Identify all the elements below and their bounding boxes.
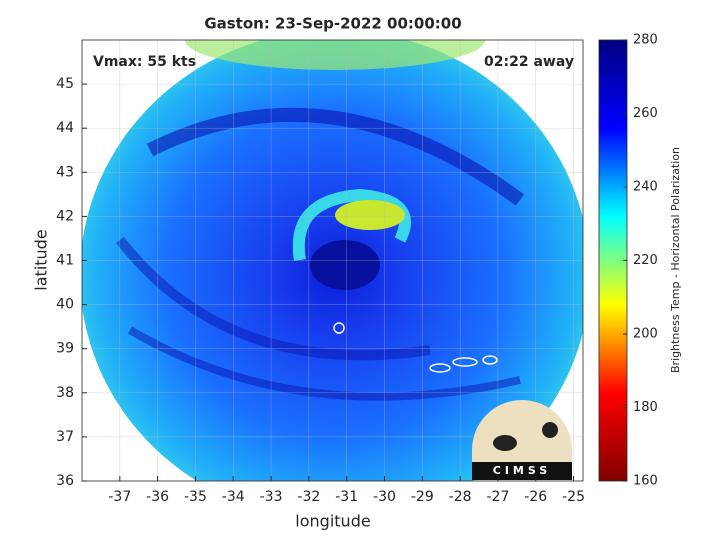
colorbar-tick-label: 240 <box>633 180 658 195</box>
x-tick-label: -29 <box>411 489 434 505</box>
colorbar-tick-label: 220 <box>633 253 658 268</box>
y-axis-label: latitude <box>32 229 51 290</box>
x-tick-label: -33 <box>260 489 283 505</box>
x-tick-label: -37 <box>108 489 131 505</box>
colorbar-tick-label: 260 <box>633 106 658 121</box>
y-tick-label: 42 <box>56 208 74 224</box>
x-tick-label: -35 <box>184 489 207 505</box>
x-tick-label: -27 <box>486 489 509 505</box>
y-tick-label: 43 <box>56 164 74 180</box>
y-tick-label: 38 <box>56 385 74 401</box>
annotation: 02:22 away <box>484 54 574 70</box>
x-tick-label: -31 <box>335 489 358 505</box>
x-axis-label: longitude <box>295 512 370 531</box>
x-tick-label: -26 <box>524 489 547 505</box>
x-tick-label: -32 <box>297 489 320 505</box>
y-tick-label: 39 <box>56 341 74 357</box>
colorbar-tick-label: 280 <box>633 33 658 48</box>
y-tick-label: 37 <box>56 429 74 445</box>
colorbar-tick-label: 200 <box>633 327 658 342</box>
x-tick-label: -25 <box>562 489 585 505</box>
grid <box>82 40 583 482</box>
chart-title: Gaston: 23-Sep-2022 00:00:00 <box>204 15 461 33</box>
colorbar <box>598 39 628 482</box>
colorbar-tick-label: 160 <box>633 474 658 489</box>
x-tick-label: -36 <box>146 489 169 505</box>
x-tick-label: -28 <box>449 489 472 505</box>
annotation: Vmax: 55 kts <box>93 54 196 70</box>
x-tick-label: -30 <box>373 489 396 505</box>
x-tick-label: -34 <box>222 489 245 505</box>
y-tick-label: 44 <box>56 120 74 136</box>
y-tick-label: 40 <box>56 297 74 313</box>
colorbar-label: Brightness Temp - Horizontal Polarizatio… <box>669 147 682 373</box>
y-tick-label: 36 <box>56 473 74 489</box>
colorbar-tick-label: 180 <box>633 400 658 415</box>
logo: CIMSS <box>472 400 572 480</box>
y-tick-label: 45 <box>56 76 74 92</box>
y-tick-label: 41 <box>56 253 74 269</box>
logo-text: CIMSS <box>493 464 551 477</box>
